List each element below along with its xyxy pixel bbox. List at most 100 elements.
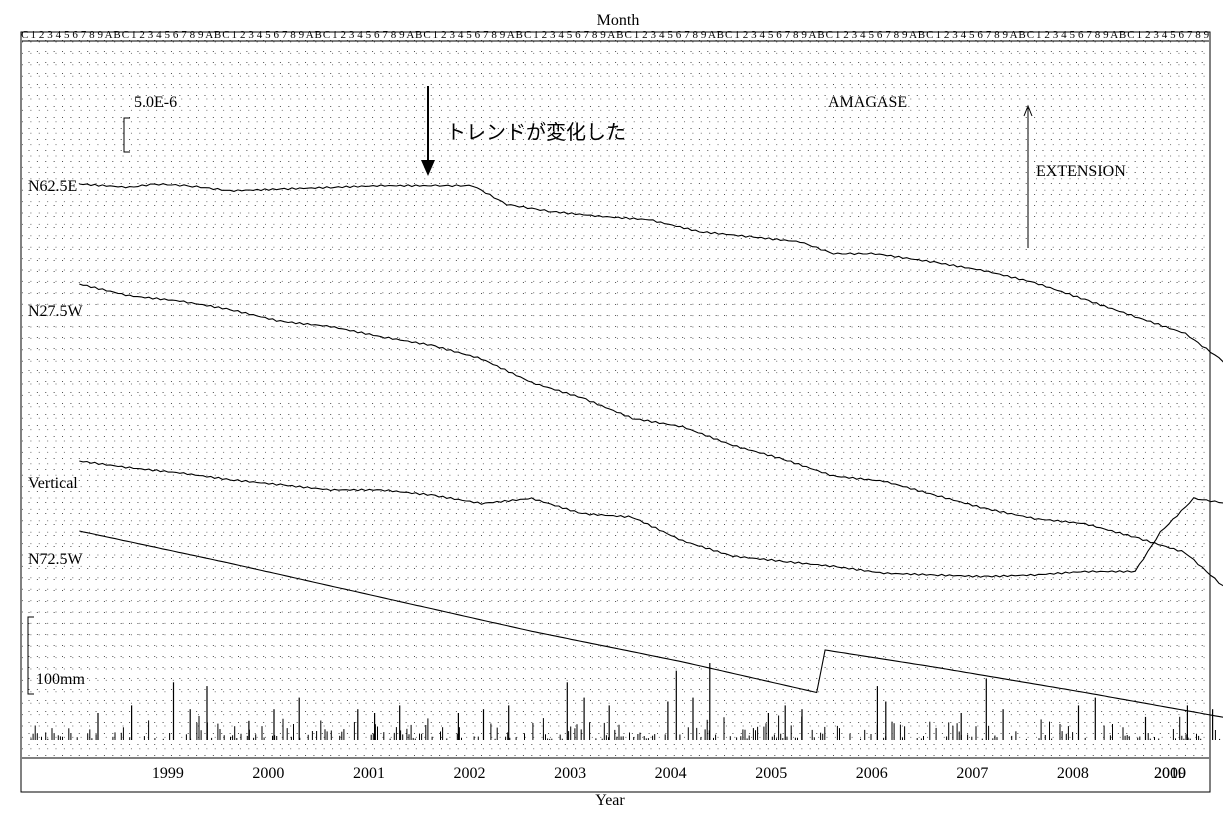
month-tick-label: 3 — [952, 29, 958, 41]
strain-scale-label: 5.0E-6 — [134, 94, 177, 111]
month-tick-label: 8 — [1195, 29, 1201, 41]
series-group: N62.5E N27.5W Vertical N72.5W — [28, 178, 1223, 718]
month-tick-label: 7 — [282, 29, 288, 41]
series-label: N72.5W — [28, 551, 84, 568]
bottom-axis-label: Year — [595, 792, 625, 809]
month-tick-label: 9 — [701, 29, 707, 41]
year-label: 2006 — [856, 765, 888, 782]
month-tick-label: B — [1018, 29, 1025, 41]
year-label: 2003 — [554, 765, 586, 782]
month-tick-label: 9 — [1003, 29, 1009, 41]
month-tick-label: 7 — [785, 29, 791, 41]
month-tick-label: 6 — [676, 29, 682, 41]
month-tick-label: 3 — [148, 29, 154, 41]
month-tick-label: B — [817, 29, 824, 41]
month-tick-label: 4 — [961, 29, 967, 41]
month-tick-label: 2 — [743, 29, 749, 41]
month-tick-label: 2 — [1145, 29, 1151, 41]
month-tick-label: A — [607, 29, 615, 41]
month-tick-label: 8 — [692, 29, 698, 41]
month-tick-label: 6 — [1078, 29, 1084, 41]
month-tick-label: C — [1127, 29, 1134, 41]
month-tick-label: A — [1110, 29, 1118, 41]
month-tick-label: 7 — [986, 29, 992, 41]
rain-scale-bar — [27, 616, 34, 695]
series-line-n27-5w — [79, 283, 1223, 587]
month-tick-label: 4 — [659, 29, 665, 41]
month-tick-label: 4 — [156, 29, 162, 41]
station-name: AMAGASE — [828, 94, 907, 111]
month-tick-label: C — [122, 29, 129, 41]
month-tick-label: 6 — [374, 29, 380, 41]
month-tick-label: 9 — [1103, 29, 1109, 41]
month-tick-label: A — [507, 29, 515, 41]
month-tick-label: 4 — [458, 29, 464, 41]
month-tick-label: 1 — [30, 29, 36, 41]
month-tick-label: 2 — [944, 29, 950, 41]
month-tick-label: 4 — [760, 29, 766, 41]
month-tick-label: A — [105, 29, 113, 41]
month-tick-label: 2 — [1044, 29, 1050, 41]
month-tick-label: 8 — [391, 29, 397, 41]
series-line-n62-5e — [79, 183, 1223, 363]
month-tick-label: 1 — [131, 29, 137, 41]
month-tick-label: A — [406, 29, 414, 41]
month-tick-label: 9 — [198, 29, 204, 41]
series-line-n72-5w — [79, 530, 1223, 718]
month-tick-label: 3 — [1053, 29, 1059, 41]
series-line-vertical — [79, 460, 1223, 578]
month-tick-label: 5 — [165, 29, 171, 41]
trend-annotation: トレンドが変化した — [446, 120, 626, 144]
month-tick-label: 8 — [89, 29, 95, 41]
month-tick-label: 7 — [584, 29, 590, 41]
month-tick-label: B — [918, 29, 925, 41]
month-tick-label: 7 — [1187, 29, 1193, 41]
month-tick-label: C — [826, 29, 833, 41]
month-tick-label: 5 — [64, 29, 70, 41]
month-tick-label: 1 — [1137, 29, 1143, 41]
month-tick-label: 3 — [550, 29, 556, 41]
month-tick-label: 1 — [232, 29, 238, 41]
month-tick-label: 9 — [902, 29, 908, 41]
month-tick-label: 8 — [793, 29, 799, 41]
month-tick-label: 4 — [56, 29, 62, 41]
month-tick-label: C — [323, 29, 330, 41]
month-tick-label: 5 — [265, 29, 271, 41]
month-tick-label: 7 — [81, 29, 87, 41]
month-tick-label: 6 — [1179, 29, 1185, 41]
month-tick-label: 4 — [860, 29, 866, 41]
month-tick-label: 8 — [894, 29, 900, 41]
month-tick-label: 4 — [257, 29, 263, 41]
month-tick-label: 3 — [449, 29, 455, 41]
month-tick-label: 4 — [357, 29, 363, 41]
plot-frame — [20, 31, 1211, 793]
month-tick-label: 6 — [475, 29, 481, 41]
month-tick-label: 6 — [977, 29, 983, 41]
year-label: 1999 — [152, 765, 184, 782]
month-tick-label: C — [423, 29, 430, 41]
series-label: N62.5E — [28, 178, 77, 195]
month-tick-label: C — [1027, 29, 1034, 41]
month-tick-label: B — [314, 29, 321, 41]
month-tick-label: 4 — [558, 29, 564, 41]
month-tick-label: C — [926, 29, 933, 41]
month-tick-label: 5 — [868, 29, 874, 41]
month-tick-label: C — [624, 29, 631, 41]
year-label: 2005 — [755, 765, 787, 782]
month-tick-label: 5 — [1170, 29, 1176, 41]
month-tick-label: A — [809, 29, 817, 41]
month-tick-label: B — [214, 29, 221, 41]
month-tick-label: 5 — [969, 29, 975, 41]
month-tick-label: 2 — [341, 29, 347, 41]
month-tick-label: 2 — [39, 29, 45, 41]
month-tick-label: 5 — [768, 29, 774, 41]
month-tick-label: B — [113, 29, 120, 41]
month-tick-label: 3 — [1153, 29, 1159, 41]
month-tick-label: 5 — [466, 29, 472, 41]
month-tick-label: B — [717, 29, 724, 41]
month-tick-label: 9 — [500, 29, 506, 41]
year-label: 2004 — [655, 765, 687, 782]
month-tick-label: 2 — [642, 29, 648, 41]
